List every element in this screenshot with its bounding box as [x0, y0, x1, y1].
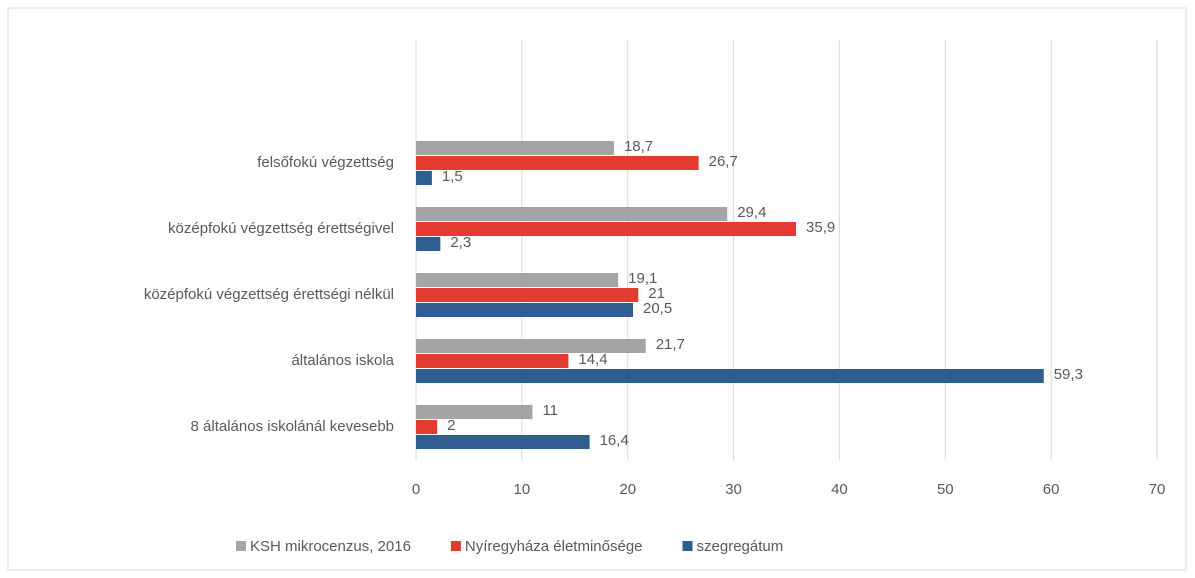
y-tick-label: középfokú végzettség érettségivel [168, 220, 394, 237]
legend: KSH mikrocenzus, 2016 Nyíregyháza életmin… [236, 538, 783, 555]
legend-label: Nyíregyháza életminősége [465, 538, 643, 555]
bar [416, 435, 590, 449]
y-tick-label: 8 általános iskolánál kevesebb [191, 418, 394, 435]
data-label: 59,3 [1054, 366, 1083, 383]
data-label: 16,4 [600, 432, 629, 449]
y-tick-label: középfokú végzettség érettségi nélkül [144, 286, 394, 303]
x-tick-label: 60 [1043, 481, 1060, 498]
y-tick-label: általános iskola [291, 352, 394, 369]
x-tick-label: 50 [937, 481, 954, 498]
data-label: 26,7 [709, 153, 738, 170]
data-label: 11 [542, 402, 558, 419]
data-label: 14,4 [578, 351, 607, 368]
y-tick-label: felsőfokú végzettség [257, 154, 394, 171]
bar [416, 141, 614, 155]
bar [416, 405, 533, 419]
legend-swatch [682, 541, 693, 551]
bar [416, 156, 699, 170]
bar [416, 222, 797, 236]
legend-label: szegregátum [697, 538, 784, 555]
bar [416, 171, 432, 185]
x-tick-label: 20 [619, 481, 636, 498]
data-label: 2 [447, 417, 455, 434]
legend-label: KSH mikrocenzus, 2016 [250, 538, 411, 555]
data-label: 21,7 [656, 336, 685, 353]
bar [416, 288, 639, 302]
bar [416, 420, 438, 434]
x-tick-label: 30 [725, 481, 742, 498]
x-tick-label: 70 [1149, 481, 1166, 498]
data-label: 21 [648, 285, 665, 302]
bar [416, 354, 569, 368]
bar [416, 237, 441, 251]
data-label: 29,4 [737, 204, 766, 221]
x-tick-label: 10 [514, 481, 531, 498]
legend-swatch [236, 541, 246, 551]
bar [416, 369, 1044, 383]
data-label: 18,7 [624, 138, 653, 155]
x-tick-label: 0 [412, 481, 420, 498]
data-label: 20,5 [643, 300, 672, 317]
data-label: 2,3 [450, 234, 471, 251]
bar [416, 207, 728, 221]
data-label: 1,5 [442, 168, 463, 185]
data-label: 19,1 [628, 270, 657, 287]
bar [416, 339, 646, 353]
legend-swatch [450, 541, 461, 551]
bar [416, 273, 619, 287]
data-label: 35,9 [806, 219, 835, 236]
bar [416, 303, 634, 317]
x-tick-label: 40 [831, 481, 848, 498]
